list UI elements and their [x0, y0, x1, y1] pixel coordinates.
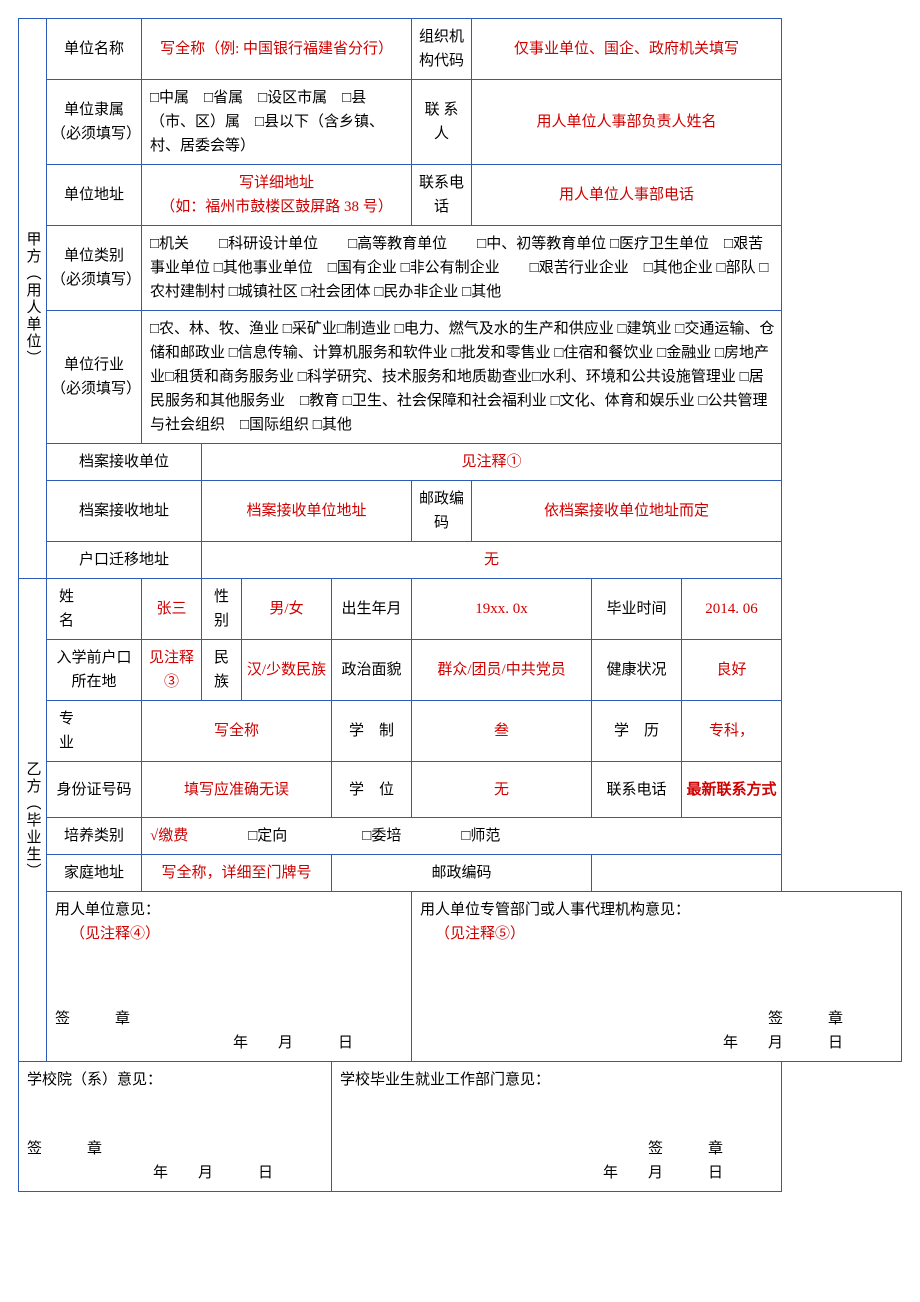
sig-block-4: 学校毕业生就业工作部门意见： 签 章 年 月 日 [332, 1062, 782, 1192]
name-label: 姓 名 [47, 579, 142, 640]
unit-name-label: 单位名称 [47, 19, 142, 80]
health-value: 良好 [682, 640, 782, 701]
category-label: 单位类别（必须填写） [47, 226, 142, 311]
hukou-move-label: 户口迁移地址 [47, 542, 202, 579]
name-value: 张三 [142, 579, 202, 640]
homepost-label: 邮政编码 [332, 855, 592, 892]
train-value: √缴费 □定向 □委培 □师范 [142, 818, 782, 855]
degree-value: 专科， [682, 701, 782, 762]
homepost-value [592, 855, 782, 892]
sig-block-1: 用人单位意见： （见注释④） 签 章 年 月 日 [47, 892, 412, 1062]
jia-section-label: 甲方（用人单位） [19, 19, 47, 579]
id-label: 身份证号码 [47, 762, 142, 818]
hukou-move-value: 无 [202, 542, 782, 579]
degree-label: 学 历 [592, 701, 682, 762]
politics-value: 群众/团员/中共党员 [412, 640, 592, 701]
org-code-label: 组织机构代码 [412, 19, 472, 80]
years-label: 学 制 [332, 701, 412, 762]
postcode-label: 邮政编码 [412, 481, 472, 542]
train-label: 培养类别 [47, 818, 142, 855]
unit-name-value: 写全称（例: 中国银行福建省分行） [142, 19, 412, 80]
politics-label: 政治面貌 [332, 640, 412, 701]
ethnic-label: 民 族 [202, 640, 242, 701]
industry-label: 单位行业（必须填写） [47, 311, 142, 444]
contact-value: 用人单位人事部负责人姓名 [472, 80, 782, 165]
file-recv-unit-value: 见注释① [202, 444, 782, 481]
dob-value: 19xx. 0x [412, 579, 592, 640]
sig-block-2: 用人单位专管部门或人事代理机构意见： （见注释⑤） 签 章 年 月 日 [412, 892, 902, 1062]
xuewei-value: 无 [412, 762, 592, 818]
contact-label: 联 系 人 [412, 80, 472, 165]
addr-value: 写详细地址（如：福州市鼓楼区鼓屏路 38 号） [142, 165, 412, 226]
health-label: 健康状况 [592, 640, 682, 701]
grad-value: 2014. 06 [682, 579, 782, 640]
ethnic-value: 汉/少数民族 [242, 640, 332, 701]
homeaddr-value: 写全称，详细至门牌号 [142, 855, 332, 892]
org-code-value: 仅事业单位、国企、政府机关填写 [472, 19, 782, 80]
file-recv-addr-label: 档案接收地址 [47, 481, 202, 542]
file-recv-unit-label: 档案接收单位 [47, 444, 202, 481]
yi-phone-label: 联系电话 [592, 762, 682, 818]
phone-value: 用人单位人事部电话 [472, 165, 782, 226]
major-label: 专 业 [47, 701, 142, 762]
sig-block-3: 学校院（系）意见： 签 章 年 月 日 [19, 1062, 332, 1192]
industry-value: □农、林、牧、渔业 □采矿业□制造业 □电力、燃气及水的生产和供应业 □建筑业 … [142, 311, 782, 444]
file-recv-addr-value: 档案接收单位地址 [202, 481, 412, 542]
years-value: 叁 [412, 701, 592, 762]
prehukou-label: 入学前户口所在地 [47, 640, 142, 701]
major-value: 写全称 [142, 701, 332, 762]
grad-label: 毕业时间 [592, 579, 682, 640]
form-table: 甲方（用人单位） 单位名称 写全称（例: 中国银行福建省分行） 组织机构代码 仅… [18, 18, 902, 1192]
category-value: □机关 □科研设计单位 □高等教育单位 □中、初等教育单位 □医疗卫生单位 □艰… [142, 226, 782, 311]
affil-label: 单位隶属（必须填写） [47, 80, 142, 165]
affil-value: □中属 □省属 □设区市属 □县（市、区）属 □县以下（含乡镇、村、居委会等） [142, 80, 412, 165]
phone-label: 联系电话 [412, 165, 472, 226]
gender-value: 男/女 [242, 579, 332, 640]
id-value: 填写应准确无误 [142, 762, 332, 818]
prehukou-value: 见注释③ [142, 640, 202, 701]
dob-label: 出生年月 [332, 579, 412, 640]
homeaddr-label: 家庭地址 [47, 855, 142, 892]
yi-section-label: 乙方（毕业生） [19, 579, 47, 1062]
postcode-value: 依档案接收单位地址而定 [472, 481, 782, 542]
xuewei-label: 学 位 [332, 762, 412, 818]
gender-label: 性 别 [202, 579, 242, 640]
yi-phone-value: 最新联系方式 [682, 762, 782, 818]
addr-label: 单位地址 [47, 165, 142, 226]
